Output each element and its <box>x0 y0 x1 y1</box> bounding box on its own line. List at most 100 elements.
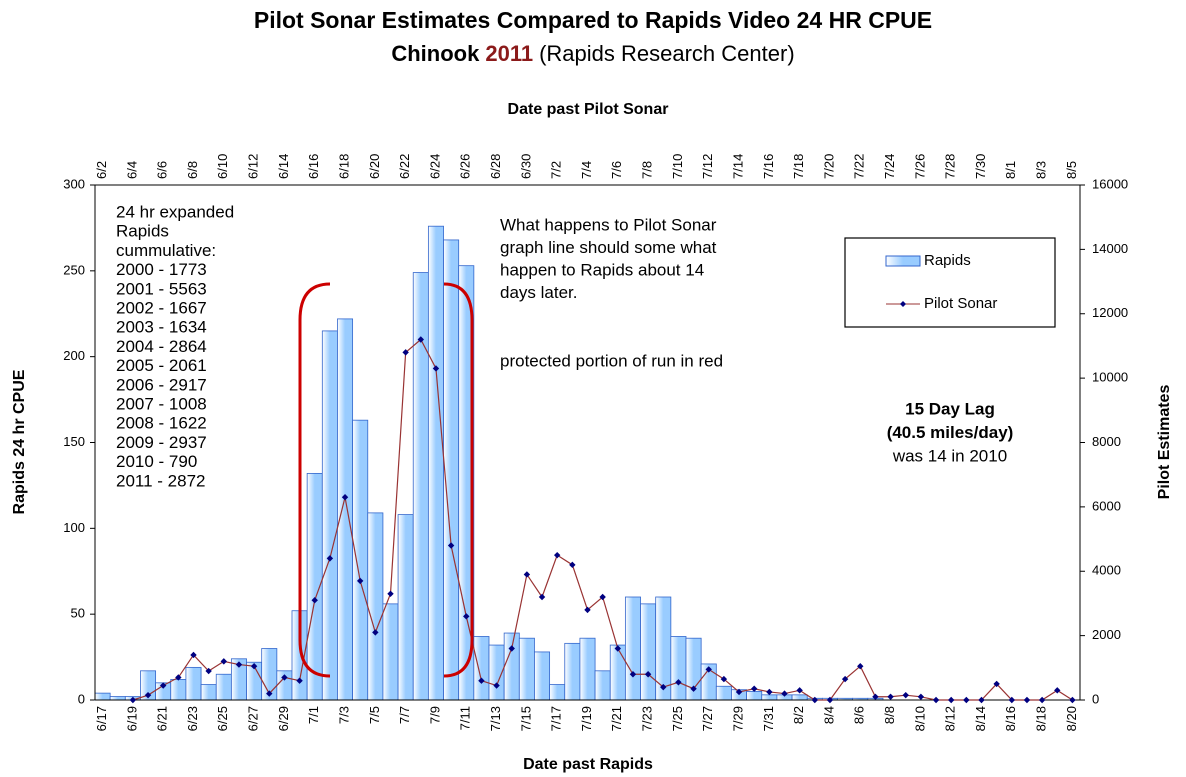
marker <box>841 675 849 683</box>
x2-tick-label: 6/20 <box>367 154 382 179</box>
marker <box>781 690 788 697</box>
marker <box>387 590 394 597</box>
marker <box>281 674 288 681</box>
chart-title: Pilot Sonar Estimates Compared to Rapids… <box>254 7 932 33</box>
x-tick-label: 7/5 <box>367 706 382 724</box>
protected-text: protected portion of run in red <box>500 351 723 370</box>
bar <box>170 679 187 701</box>
x2-tick-label: 7/18 <box>791 154 806 179</box>
chart-subtitle: Chinook 2011 (Rapids Research Center) <box>391 41 794 66</box>
x-tick-label: 7/17 <box>549 706 564 731</box>
cumulative-text: 24 hr expanded <box>116 202 234 221</box>
legend-marker <box>900 301 906 307</box>
x2-tick-label: 6/18 <box>336 154 351 179</box>
bar <box>761 694 778 701</box>
x2-tick-label: 7/8 <box>640 161 655 179</box>
marker <box>266 690 273 697</box>
x2-tick-label: 6/26 <box>458 154 473 179</box>
x2-tick-label: 7/6 <box>609 161 624 179</box>
cumulative-text: 2003 - 1634 <box>116 318 207 337</box>
bar <box>564 642 581 701</box>
x-tick-label: 7/13 <box>488 706 503 731</box>
marker <box>826 696 834 704</box>
y2-tick-label: 12000 <box>1092 305 1128 320</box>
marker <box>190 651 197 659</box>
marker <box>538 593 546 601</box>
bar <box>503 632 520 701</box>
cumulative-text: 2007 - 1008 <box>116 394 207 413</box>
cumulative-text: 2000 - 1773 <box>116 260 207 279</box>
y-tick-label: 0 <box>78 691 85 706</box>
marker <box>220 658 228 665</box>
marker <box>508 645 515 652</box>
bar <box>549 684 566 701</box>
x-tick-label: 7/27 <box>700 706 715 731</box>
subtitle-part: Chinook <box>391 41 480 66</box>
marker <box>493 682 500 689</box>
x2-tick-label: 7/14 <box>730 154 745 179</box>
marker <box>432 365 440 372</box>
y-tick-label: 100 <box>63 520 85 535</box>
marker <box>660 683 667 691</box>
y2-tick-label: 16000 <box>1092 176 1128 191</box>
marker <box>296 677 303 684</box>
cumulative-text: 2004 - 2864 <box>116 337 207 356</box>
cumulative-text: 2006 - 2917 <box>116 375 207 394</box>
y2-axis-title: Pilot Estimates <box>1156 385 1173 500</box>
x2-tick-label: 6/10 <box>215 154 230 179</box>
marker <box>1008 696 1016 704</box>
x-tick-label: 7/3 <box>336 706 351 724</box>
x2-tick-label: 7/10 <box>670 154 685 179</box>
x-tick-label: 7/11 <box>458 706 473 730</box>
x2-tick-label: 6/14 <box>276 154 291 179</box>
bar <box>746 691 763 701</box>
legend-swatch <box>885 255 921 267</box>
x-tick-label: 8/20 <box>1064 706 1079 731</box>
marker <box>644 671 652 678</box>
note-text: What happens to Pilot Sonar <box>500 215 717 234</box>
bar <box>640 603 657 701</box>
x-tick-label: 7/9 <box>427 706 442 724</box>
cumulative-text: 2002 - 1667 <box>116 298 207 317</box>
marker <box>372 629 379 636</box>
y2-tick-label: 6000 <box>1092 498 1121 513</box>
marker <box>720 675 728 683</box>
x2-tick-label: 6/16 <box>306 154 321 179</box>
bar <box>518 637 535 701</box>
x2-tick-label: 8/1 <box>1003 161 1018 179</box>
x-tick-label: 6/25 <box>215 706 230 731</box>
marker <box>356 577 364 585</box>
bar <box>594 670 611 701</box>
note-text: days later. <box>500 283 578 302</box>
lag-text: was 14 in 2010 <box>892 446 1007 465</box>
legend-label: Rapids <box>924 252 971 269</box>
bar <box>200 684 217 701</box>
x2-tick-label: 7/26 <box>912 154 927 179</box>
x2-tick-label: 7/4 <box>579 161 594 179</box>
lag-text: (40.5 miles/day) <box>887 423 1014 442</box>
plot-area: 0 50 100 150 200 250 300 0 2000 4000 6000 8000 10000… <box>63 154 1128 732</box>
marker <box>766 688 773 696</box>
legend-label: Pilot Sonar <box>924 295 997 312</box>
marker <box>1069 696 1076 704</box>
x-tick-label: 8/4 <box>821 706 836 724</box>
y-tick-label: 150 <box>63 434 85 449</box>
marker <box>235 661 243 668</box>
bar <box>352 419 369 701</box>
marker <box>569 561 576 569</box>
cumulative-text: cummulative: <box>116 241 216 260</box>
x-tick-label: 8/12 <box>943 706 958 731</box>
bar <box>382 603 399 701</box>
marker <box>144 691 152 699</box>
marker <box>947 696 955 704</box>
x-tick-label: 8/6 <box>852 706 867 724</box>
bar <box>337 318 354 701</box>
x-tick-label: 7/29 <box>730 706 745 731</box>
x2-tick-label: 6/4 <box>124 161 139 179</box>
y2-tick-label: 14000 <box>1092 241 1128 256</box>
marker <box>311 597 318 604</box>
marker <box>735 688 743 696</box>
marker <box>963 696 970 704</box>
marker <box>675 679 682 686</box>
